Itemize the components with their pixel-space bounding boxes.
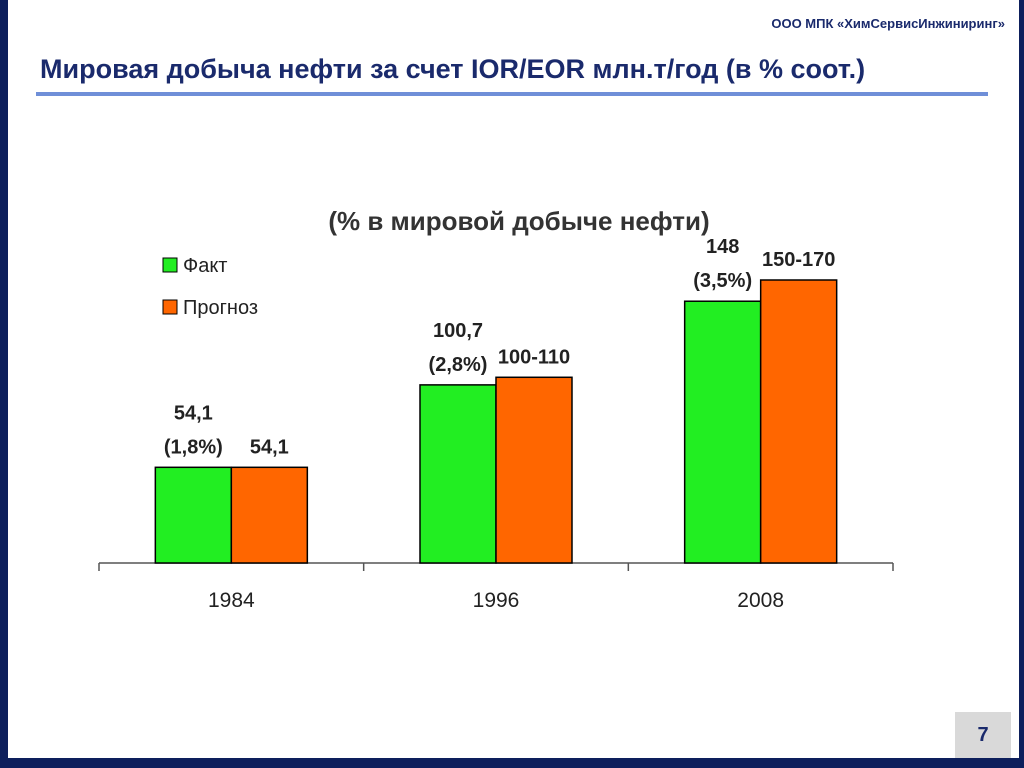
legend-label-forecast: Прогноз — [183, 297, 258, 319]
bar-fact — [683, 300, 762, 564]
data-label: 54,1 — [174, 402, 213, 424]
data-label: (2,8%) — [429, 354, 488, 376]
legend-swatch-fact — [162, 257, 178, 273]
data-label: (3,5%) — [693, 270, 752, 292]
company-name: ООО МПК «ХимСервисИнжиниринг» — [771, 16, 1005, 31]
legend-swatch-forecast — [162, 299, 178, 315]
legend-label-fact: Факт — [183, 255, 227, 277]
x-tick-label: 2008 — [737, 589, 784, 612]
bar-forecast — [230, 466, 309, 564]
chart-title: (% в мировой добыче нефти) — [328, 206, 709, 236]
data-label: 148 — [706, 236, 739, 258]
title-divider — [36, 92, 988, 96]
bar-fact — [419, 384, 497, 564]
data-label: 54,1 — [250, 436, 289, 458]
data-label: (1,8%) — [164, 436, 223, 458]
x-tick-label: 1984 — [208, 589, 255, 612]
page-number: 7 — [955, 712, 1011, 758]
data-label: 150-170 — [762, 249, 835, 271]
data-label: 100,7 — [433, 320, 483, 342]
bar-forecast — [495, 376, 573, 564]
x-tick-label: 1996 — [473, 589, 520, 612]
data-label: 100-110 — [498, 346, 570, 368]
bar-forecast — [759, 279, 838, 564]
bar-fact — [154, 466, 233, 564]
slide-title: Мировая добыча нефти за счет IOR/EOR млн… — [40, 54, 866, 84]
